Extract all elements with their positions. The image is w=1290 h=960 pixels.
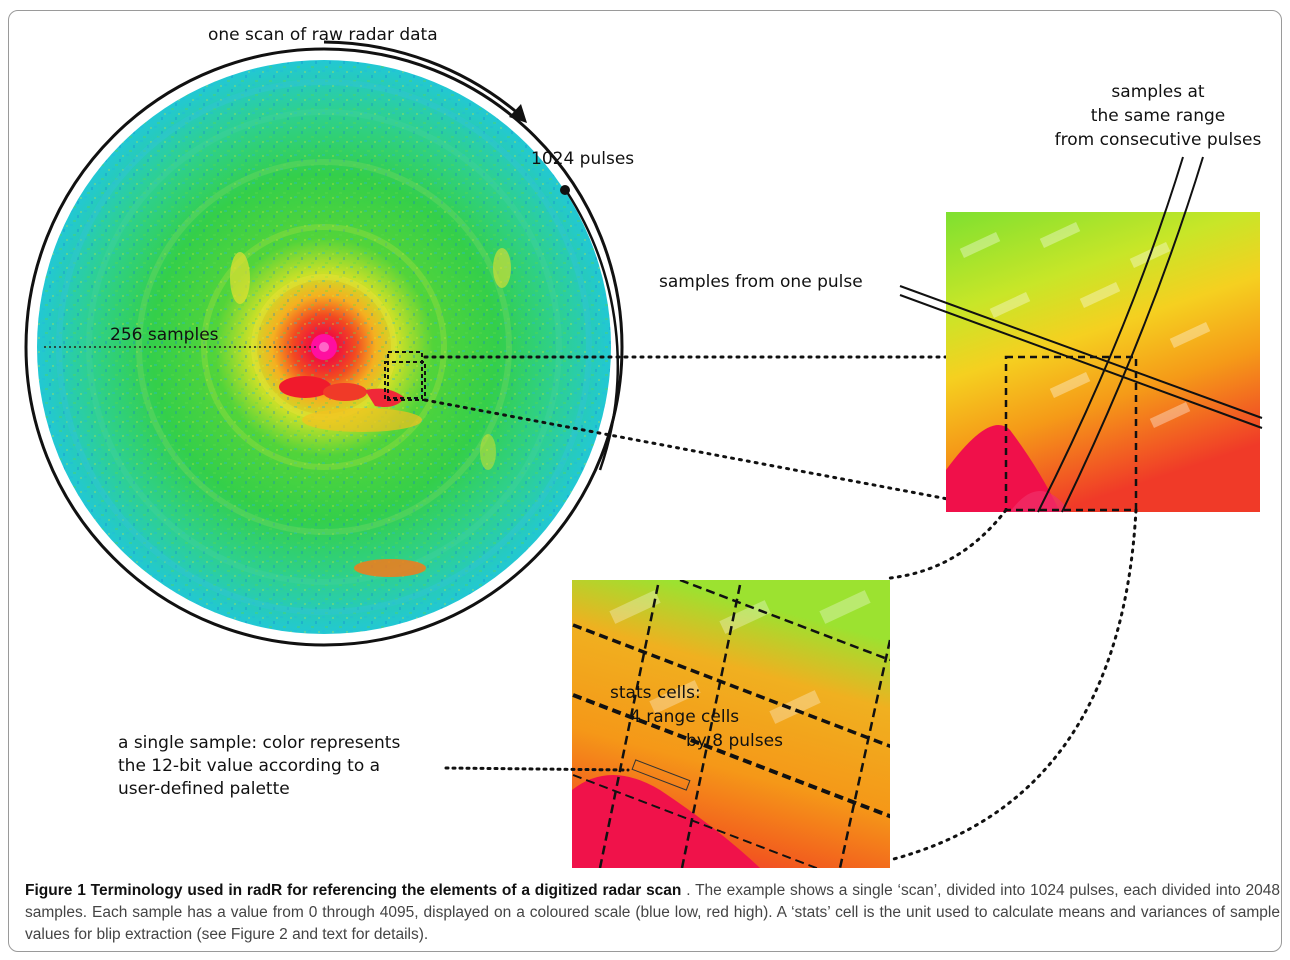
one-pulse-label: samples from one pulse xyxy=(659,272,863,292)
single-sample-label-3: user-defined palette xyxy=(118,779,290,799)
same-range-label-3: from consecutive pulses xyxy=(1055,130,1262,150)
stats-label-1: stats cells: xyxy=(610,683,701,703)
pulse-arc xyxy=(323,40,521,117)
one-pulse-line-2 xyxy=(899,294,1263,429)
single-sample-pointer xyxy=(444,766,630,772)
radar-echoes xyxy=(230,248,511,577)
pulse-dot xyxy=(560,185,570,195)
same-range-label-2: the same range xyxy=(1091,106,1225,126)
pulses-label: 1024 pulses xyxy=(531,149,634,169)
one-pulse-line-1 xyxy=(899,285,1263,419)
figure-caption: Figure 1 Terminology used in radR for re… xyxy=(25,880,1280,946)
zoom-panel-1 xyxy=(946,212,1260,512)
stats-label-3: by 8 pulses xyxy=(686,731,783,751)
connector-curve-top xyxy=(888,508,1008,580)
same-range-label-1: samples at xyxy=(1111,82,1204,102)
same-range-line-2 xyxy=(1061,156,1204,513)
arrowhead-icon xyxy=(509,104,527,123)
caption-title: Figure 1 Terminology used in radR for re… xyxy=(25,882,682,899)
figure-frame xyxy=(8,10,1282,952)
same-range-line-1 xyxy=(1037,156,1184,513)
radar-figure: one scan of raw radar data 1024 pulses 2… xyxy=(24,25,1263,868)
pulse-arc-lower xyxy=(565,191,619,471)
connector-curve-bottom xyxy=(888,508,1138,862)
caption-body: . The example shows a single ‘scan’, div… xyxy=(25,882,1280,943)
single-sample-marker xyxy=(631,759,691,791)
scan-outline xyxy=(24,47,624,647)
selection-box-inner xyxy=(387,351,423,399)
single-sample-label-1: a single sample: color represents xyxy=(118,733,400,753)
zoom-panel-2 xyxy=(572,580,890,868)
samples-label: 256 samples xyxy=(110,325,219,345)
selection-box xyxy=(384,361,426,401)
single-sample-label-2: the 12-bit value according to a xyxy=(118,756,380,776)
scan-label: one scan of raw radar data xyxy=(208,25,438,45)
stats-label-2: 4 range cells xyxy=(630,707,739,727)
connector-bottom xyxy=(423,398,1008,512)
